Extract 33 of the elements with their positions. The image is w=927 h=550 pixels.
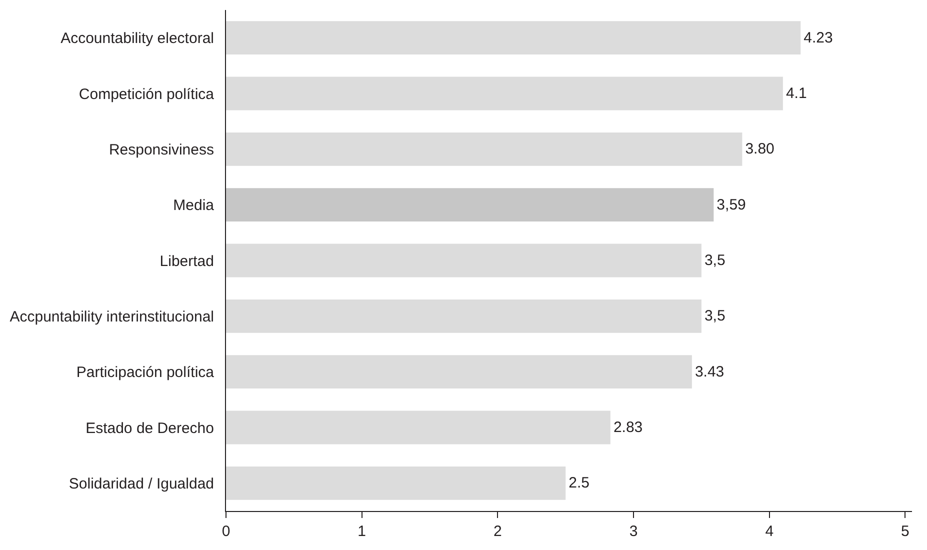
bar (226, 21, 801, 55)
x-tick-label: 4 (765, 523, 774, 540)
data-label: 3,5 (704, 308, 726, 325)
data-label: 3,5 (704, 252, 726, 269)
x-tick-label: 2 (494, 523, 502, 540)
y-tick-label: Estado de Derecho (86, 420, 214, 437)
data-label: 3.43 (694, 363, 724, 380)
y-tick-label: Solidaridad / Igualdad (68, 475, 214, 492)
bar (226, 355, 692, 389)
data-label: 3.80 (745, 140, 774, 158)
x-tick-label: 1 (358, 523, 366, 540)
y-tick-label: Competición política (78, 86, 215, 103)
bar (226, 466, 566, 500)
bar (226, 132, 742, 166)
bar (226, 299, 702, 333)
x-tick-label: 0 (222, 523, 230, 540)
bar (226, 410, 610, 444)
data-label: 4.1 (786, 85, 807, 102)
y-tick-label: Participación política (76, 364, 215, 382)
bar (226, 76, 783, 110)
y-tick-label: Accpuntability interinstitucional (10, 308, 214, 326)
y-tick-label: Accountability electoral (60, 30, 214, 48)
data-label: 2.83 (613, 419, 643, 436)
x-tick-label: 5 (901, 523, 910, 540)
y-tick-label: Responsiviness (108, 141, 214, 158)
bar (226, 244, 702, 278)
data-label: 2.5 (568, 474, 590, 492)
bar (226, 188, 714, 222)
data-label: 3,59 (716, 196, 746, 214)
x-tick-label: 3 (629, 523, 638, 540)
y-tick-label: Libertad (160, 252, 214, 270)
y-tick-label: Media (173, 197, 215, 214)
data-label: 4.23 (804, 29, 833, 46)
